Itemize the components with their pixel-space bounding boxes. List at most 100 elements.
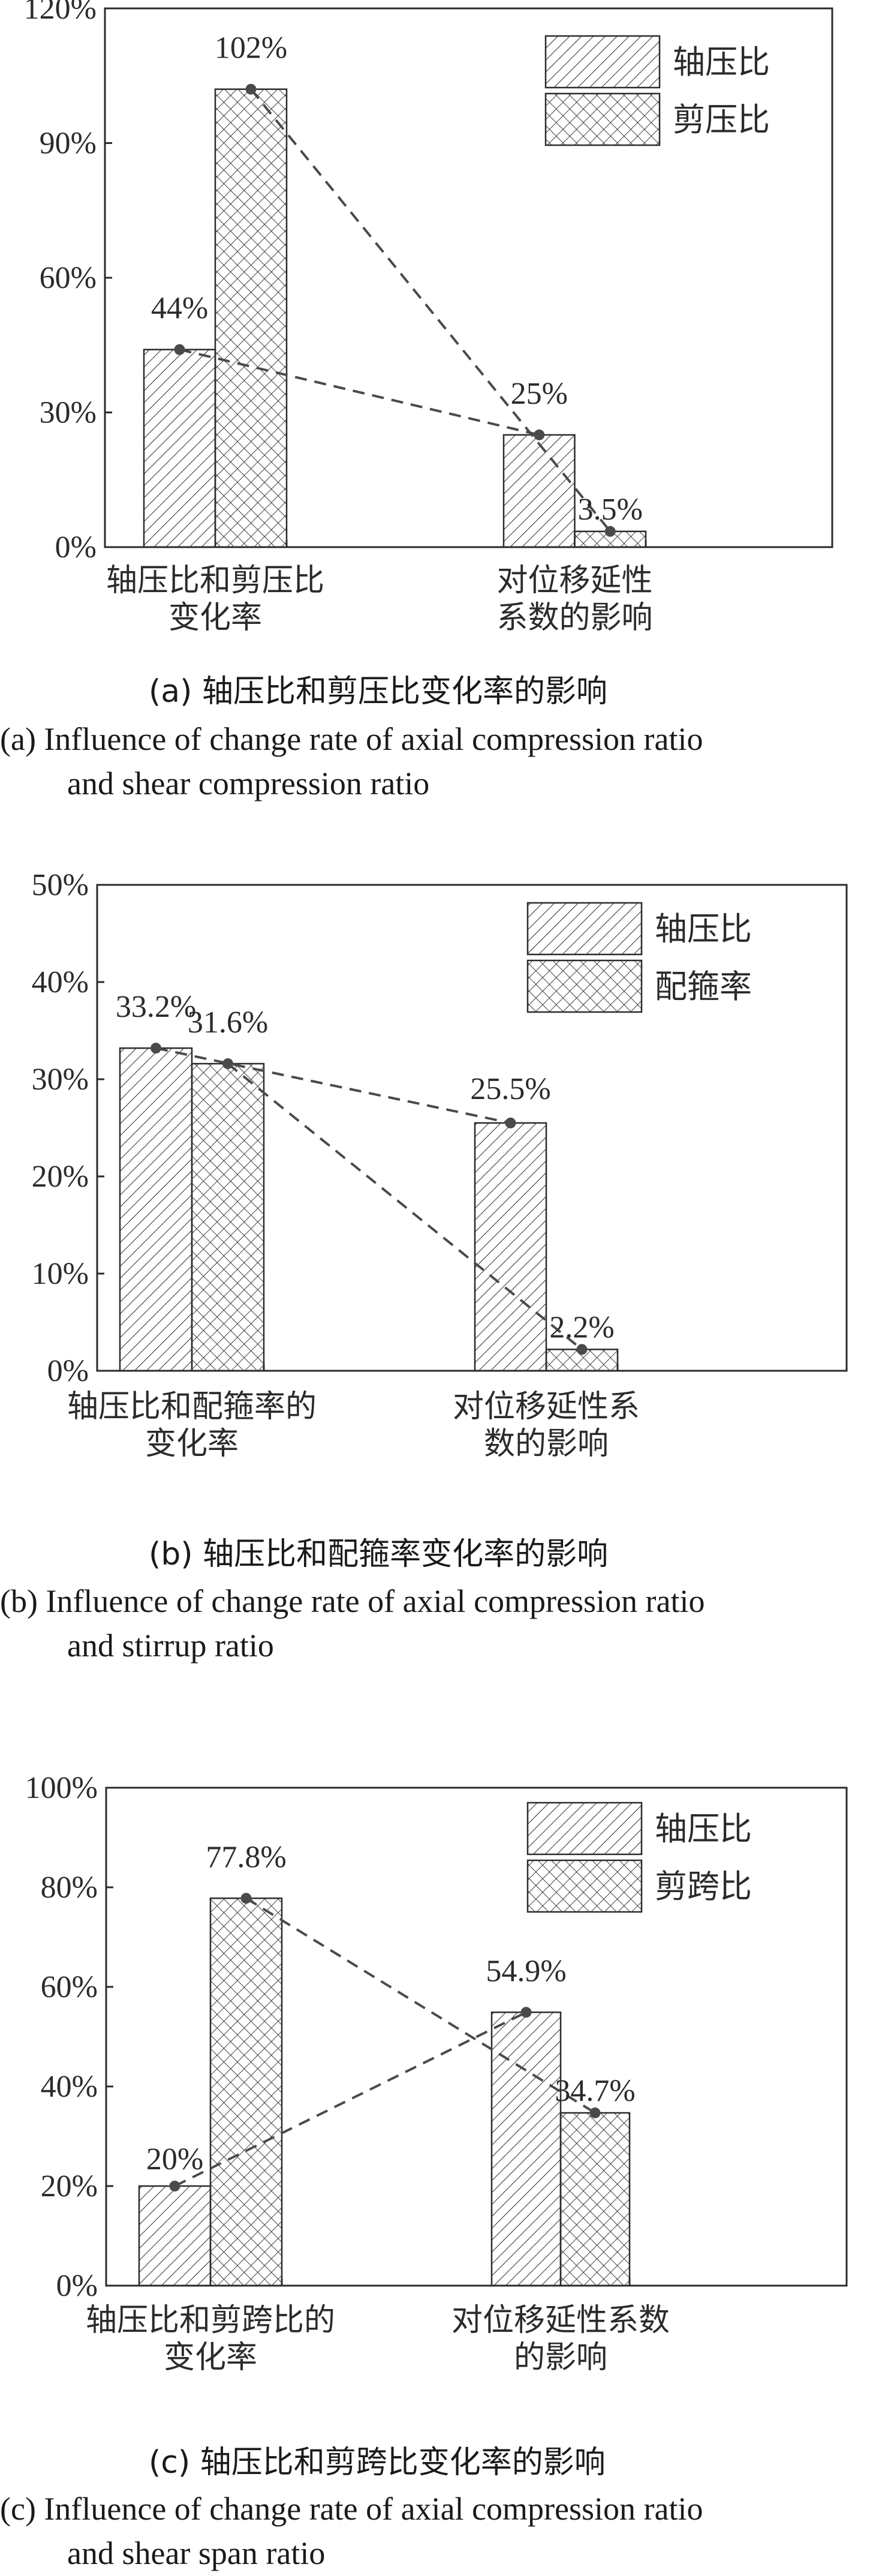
y-tick-label: 0%: [47, 1354, 89, 1388]
bar-series2: [559, 2112, 631, 2287]
data-label: 20%: [146, 2142, 203, 2176]
data-label: 44%: [151, 292, 208, 326]
legend-label: 轴压比: [673, 43, 770, 81]
x-category-label: 数的影响: [484, 1426, 609, 1462]
caption-en-a-line2: and shear compression ratio: [67, 765, 430, 801]
bar-series1: [119, 1047, 193, 1372]
y-tick-label: 0%: [55, 530, 97, 565]
legend-swatch: [526, 959, 643, 1013]
legend-label: 剪压比: [673, 101, 770, 139]
legend-swatch: [526, 1802, 643, 1856]
data-point: [576, 1344, 588, 1355]
x-category-label: 对位移延性系: [453, 1389, 640, 1425]
caption-en-a-line1: (a) Influence of change rate of axial co…: [0, 721, 703, 757]
data-point: [150, 1043, 161, 1054]
legend-swatch: [544, 92, 661, 146]
y-tick-label: 100%: [25, 1771, 98, 1805]
x-category-label: 变化率: [145, 1426, 239, 1462]
trend-line: [245, 1897, 596, 2114]
caption-en-c: (c) Influence of change rate of axial co…: [0, 2487, 703, 2575]
legend-swatch: [526, 1859, 643, 1913]
x-category-label: 系数的影响: [496, 600, 652, 636]
x-category-label: 轴压比和配箍率的: [67, 1389, 317, 1425]
data-point: [520, 2007, 532, 2018]
bar-series1: [490, 2011, 562, 2287]
y-tick-label: 30%: [40, 396, 97, 430]
bar-series1: [138, 2185, 212, 2287]
y-tick-label: 60%: [40, 261, 97, 295]
caption-en-a: (a) Influence of change rate of axial co…: [0, 717, 703, 806]
y-tick-label: 90%: [40, 127, 97, 161]
bar-series1: [502, 434, 576, 548]
y-tick-label: 0%: [56, 2269, 98, 2303]
y-tick-label: 50%: [32, 868, 89, 902]
x-category-label: 的影响: [514, 2340, 607, 2376]
caption-en-b-line1: (b) Influence of change rate of axial co…: [0, 1583, 705, 1619]
data-label: 2.2%: [549, 1310, 614, 1344]
data-point: [589, 2107, 601, 2118]
y-tick-label: 30%: [32, 1062, 89, 1097]
data-point: [505, 1117, 516, 1128]
data-point: [222, 1058, 233, 1070]
legend-label: 剪跨比: [655, 1868, 752, 1905]
bar-series1: [474, 1122, 547, 1372]
trend-line: [249, 88, 612, 533]
caption-en-c-line1: (c) Influence of change rate of axial co…: [0, 2491, 703, 2527]
bar-series2: [191, 1062, 265, 1372]
data-point: [245, 83, 257, 95]
data-point: [169, 2181, 180, 2191]
plot-frame: [96, 884, 848, 1372]
legend-label: 配箍率: [655, 968, 752, 1005]
caption-en-b-line2: and stirrup ratio: [67, 1628, 274, 1664]
chart-panel-b: 0% 10% 20% 30% 40% 50% 33.2% 25.5% 31.6% 2.2% 轴压比和…: [0, 828, 873, 1664]
y-tick-label: 80%: [41, 1871, 98, 1905]
data-label: 77.8%: [206, 1840, 286, 1874]
caption-en-c-line2: and shear span ratio: [67, 2535, 326, 2571]
caption-cn-c: (c) 轴压比和剪跨比变化率的影响: [149, 2445, 606, 2481]
data-label: 31.6%: [188, 1005, 268, 1040]
y-tick-label: 20%: [32, 1160, 89, 1194]
data-label: 34.7%: [555, 2074, 635, 2108]
y-tick-label: 60%: [41, 1970, 98, 2004]
data-point: [240, 1893, 252, 1904]
legend-swatch: [526, 902, 643, 956]
plot-frame: [105, 1787, 848, 2287]
caption-cn-a: (a) 轴压比和剪压比变化率的影响: [149, 674, 607, 710]
data-point: [604, 526, 616, 537]
legend-label: 轴压比: [655, 1810, 752, 1848]
x-category-label: 变化率: [168, 600, 262, 636]
data-label: 25%: [511, 377, 568, 411]
x-category-label: 对位移延性: [496, 563, 652, 599]
trend-line: [179, 348, 540, 436]
caption-cn-b: (b) 轴压比和配箍率变化率的影响: [149, 1536, 609, 1572]
y-tick-label: 10%: [32, 1257, 89, 1291]
data-label: 33.2%: [116, 990, 196, 1024]
data-label: 54.9%: [486, 1954, 566, 1988]
y-tick-label: 40%: [32, 965, 89, 999]
trend-line: [155, 1047, 511, 1124]
data-point: [174, 344, 185, 355]
trend-line: [227, 1062, 583, 1350]
chart-a: 0% 30% 60% 90% 120% 44% 25% 102% 3.5% 轴压比和剪压比变化率 对…: [24, 0, 833, 636]
data-label: 25.5%: [470, 1072, 550, 1106]
chart-b: 0% 10% 20% 30% 40% 50% 33.2% 25.5% 31.6% 2.2% 轴压比和…: [32, 868, 848, 1462]
chart-c: 0% 20% 40% 60% 80% 100% 20% 54.9% 77.8% 34.7% 轴压比和…: [25, 1771, 848, 2376]
data-point: [534, 429, 545, 440]
y-tick-label: 20%: [41, 2169, 98, 2203]
bar-series2: [209, 1898, 283, 2287]
x-category-label: 变化率: [164, 2340, 257, 2376]
x-category-label: 对位移延性系数: [451, 2302, 670, 2338]
y-tick-label: 120%: [24, 0, 97, 26]
chart-panel-a: 0% 30% 60% 90% 120% 44% 25% 102% 3.5% 轴压比和剪压比 变化率 对…: [0, 0, 873, 810]
caption-en-b: (b) Influence of change rate of axial co…: [0, 1579, 705, 1668]
chart-panel-c: 0% 20% 40% 60% 80% 100% 20% 54.9% 77.8% 34.7% 轴压比和…: [0, 1770, 873, 2576]
y-tick-label: 40%: [41, 2070, 98, 2104]
legend-swatch: [544, 35, 661, 89]
data-label: 102%: [215, 31, 287, 65]
trend-line: [174, 2011, 527, 2187]
x-category-label: 轴压比和剪压比: [106, 563, 324, 599]
legend-label: 轴压比: [655, 910, 752, 948]
data-label: 3.5%: [578, 493, 643, 527]
bar-series2: [214, 88, 288, 548]
x-category-label: 轴压比和剪跨比的: [86, 2302, 335, 2338]
